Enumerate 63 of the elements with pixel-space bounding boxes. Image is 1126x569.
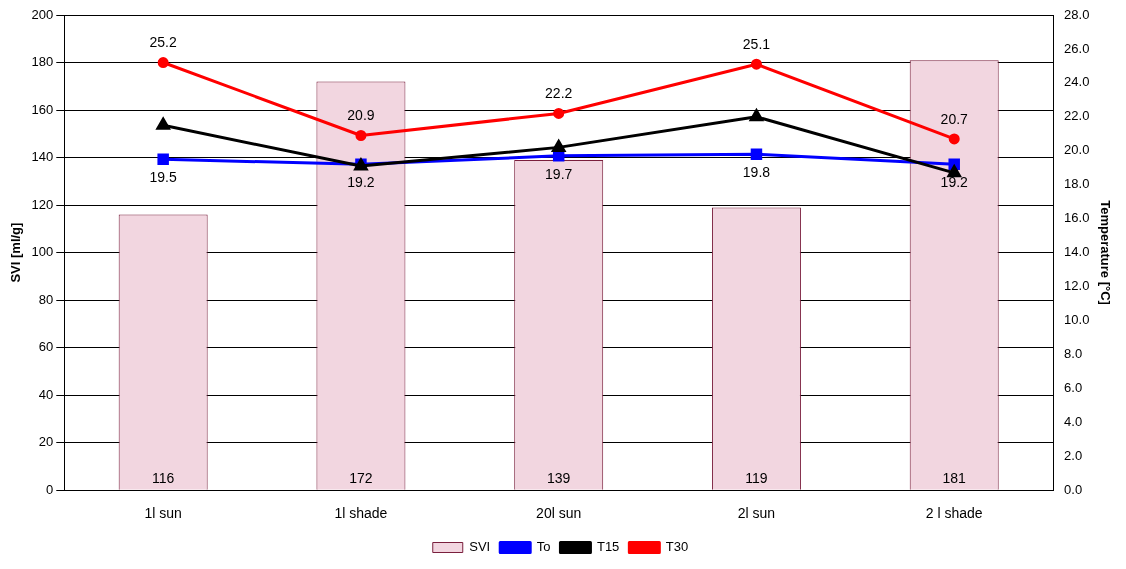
y-tick-label: 160 [31,101,54,117]
x-tick-label: 1l shade [334,505,388,522]
y2-tick-label: 10.0 [1064,312,1090,328]
data-label: 20.7 [940,110,969,127]
y-tick-label: 80 [38,291,54,307]
y2-tick-label: 28.0 [1064,6,1090,22]
y2-tick-label: 22.0 [1064,108,1090,124]
y2-tick-label: 18.0 [1064,176,1090,192]
legend-label: To [536,539,551,555]
data-label: 25.2 [149,34,178,51]
point [750,148,763,160]
y-tick-label: 140 [31,149,54,165]
point [355,130,367,141]
y-tick-label: 200 [31,6,54,22]
data-label: 20.9 [347,107,375,124]
x-tick-label: 2l sun [737,505,776,522]
point [553,107,565,119]
y-tick-label: 20 [38,434,54,450]
data-label: 19.2 [347,174,375,191]
y2-tick-label: 24.0 [1064,74,1090,90]
y2-tick-label: 14.0 [1064,244,1090,260]
y-tick-label: 120 [31,196,54,212]
data-label: 116 [152,469,175,486]
data-label: 19.7 [545,165,573,182]
legend-label: SVI [469,539,491,555]
y2-tick-label: 16.0 [1064,210,1090,226]
legend-label: T15 [596,539,620,555]
y2-tick-label: 0.0 [1064,481,1083,497]
data-label: 139 [547,469,571,486]
y-tick-label: 180 [31,54,54,70]
data-label: 19.5 [149,169,178,186]
data-label: 19.8 [742,164,771,181]
data-label: 25.1 [742,36,771,53]
x-tick-label: 2 l shade [925,505,983,522]
point [156,117,170,130]
y2-tick-label: 8.0 [1064,346,1083,362]
y-tick-label: 40 [38,386,54,402]
point [749,109,764,122]
x-tick-label: 1l sun [144,505,182,522]
legend-label: T30 [665,539,689,555]
point [157,153,169,165]
point [947,165,961,178]
y2-tick-label: 6.0 [1064,379,1083,395]
data-label: 181 [942,469,967,486]
y2-tick-label: 20.0 [1064,142,1090,158]
y2-tick-label: 2.0 [1064,447,1083,463]
point [157,57,169,69]
y2-tick-label: 26.0 [1064,40,1090,56]
y-tick-label: 100 [31,244,54,260]
y2-tick-label: 4.0 [1064,413,1083,429]
point [750,58,762,70]
y-tick-label: 60 [38,339,54,355]
y2-tick-label: 12.0 [1064,278,1090,294]
point [552,139,566,152]
y-tick-label: 0 [46,481,54,497]
data-label: 119 [745,469,768,486]
data-label: 172 [349,469,373,486]
point [948,133,960,145]
data-label: 19.2 [940,174,969,191]
y-axis-title: SVI [ml/g] [8,222,24,283]
y2-axis-title: Temperature [°C] [1097,200,1113,305]
x-tick-label: 20l sun [536,505,582,522]
data-label: 22.2 [545,85,573,102]
